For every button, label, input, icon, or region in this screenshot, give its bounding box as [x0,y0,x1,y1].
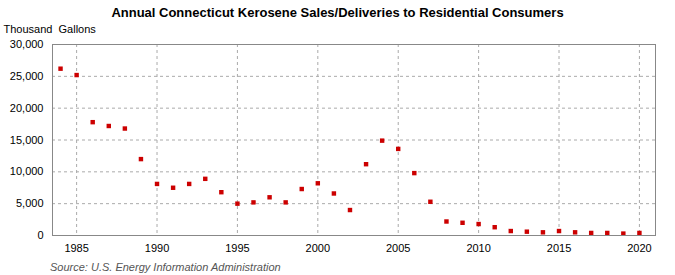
svg-text:1985: 1985 [64,242,88,254]
svg-text:10,000: 10,000 [10,165,44,177]
svg-text:25,000: 25,000 [10,70,44,82]
svg-text:2005: 2005 [386,242,410,254]
svg-text:2010: 2010 [466,242,490,254]
svg-text:Thousand Gallons: Thousand Gallons [4,23,97,35]
svg-text:0: 0 [37,229,43,241]
svg-text:20,000: 20,000 [10,102,44,114]
svg-text:1995: 1995 [225,242,249,254]
svg-text:1990: 1990 [145,242,169,254]
html-text:Source: U.S. Energy Informatio: Source: U.S. Energy Information Administ… [50,261,281,273]
html-text:Annual Connecticut Kerosene Sa: Annual Connecticut Kerosene Sales/Delive… [111,5,564,20]
svg-text:2020: 2020 [627,242,651,254]
svg-text:2015: 2015 [547,242,571,254]
svg-text:15,000: 15,000 [10,134,44,146]
svg-text:30,000: 30,000 [10,38,44,50]
svg-text:5,000: 5,000 [16,197,44,209]
svg-text:2000: 2000 [306,242,330,254]
